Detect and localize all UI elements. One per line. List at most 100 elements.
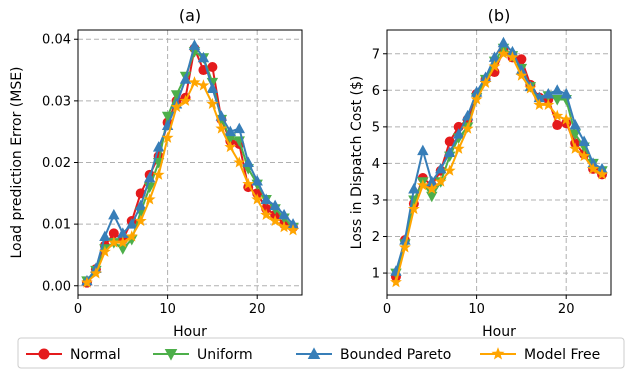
panel-b-point-model-free-8 [452, 142, 465, 154]
legend-marker-uniform [164, 349, 178, 361]
panel-b-point-normal-19 [552, 120, 563, 131]
panel-b-point-uniform-19 [551, 94, 563, 106]
panel-a-point-model-free-14 [197, 79, 210, 91]
panel-a-grid [77, 30, 302, 295]
panel-a-point-uniform-5 [117, 244, 129, 255]
panel-b-point-normal-7 [444, 136, 455, 147]
panel-a-xtick-label-1: 10 [159, 302, 176, 317]
panel-b-point-model-free-16 [524, 82, 537, 94]
panel-a-point-bounded-pareto-17 [224, 125, 237, 137]
panel-b-series-model-free [390, 47, 608, 288]
panel-a-point-model-free-6 [125, 230, 138, 242]
panel-a-point-model-free-18 [233, 156, 246, 168]
panel-a-ytick-label-4: 0.04 [42, 33, 71, 48]
panel-a-point-bounded-pareto-8 [143, 171, 156, 183]
panel-a-point-model-free-8 [143, 193, 156, 205]
panel-b-point-bounded-pareto-20 [560, 87, 572, 99]
panel-a-point-bounded-pareto-15 [206, 82, 219, 94]
panel-a-chart: 0 10 20 0.00 0.01 0.02 0.03 0.04 (a) Hour Load pre… [9, 6, 303, 340]
panel-a-point-bounded-pareto-22 [269, 199, 281, 211]
legend-marker-normal [38, 348, 50, 360]
panel-a-line-model-free [86, 81, 294, 284]
panel-a-point-bounded-pareto-3 [99, 230, 111, 241]
panel-b-point-model-free-1 [390, 275, 402, 288]
panel-a-xlabel: Hour [173, 324, 207, 340]
panel-a-point-bounded-pareto-12 [179, 73, 192, 84]
panel-a-ytick-label-3: 0.03 [42, 94, 71, 109]
panel-a-point-model-free-17 [224, 140, 237, 153]
panel-b-ylabel: Loss in Dispatch Cost ($) [349, 76, 365, 250]
legend-label-model-free: Model Free [524, 347, 600, 363]
panel-b-point-model-free-19 [551, 109, 564, 121]
panel-a-point-model-free-21 [260, 208, 273, 220]
panel-a-xtick-label-2: 20 [249, 302, 266, 317]
panel-b-point-bounded-pareto-12 [488, 51, 501, 62]
legend-entry-uniform: Uniform [153, 347, 253, 363]
panel-b-ytick-label-4: 5 [372, 120, 380, 135]
panel-b-ytick-label-2: 3 [372, 193, 380, 208]
panel-b-ytick-label-0: 1 [372, 267, 380, 282]
panel-a-ytick-label-1: 0.01 [42, 218, 71, 233]
panel-a-point-uniform-11 [170, 90, 183, 101]
panel-a-point-model-free-3 [98, 245, 111, 257]
panel-b-point-model-free-4 [416, 179, 429, 191]
panel-b-point-model-free-9 [461, 122, 474, 134]
panel-a-point-model-free-15 [206, 97, 219, 110]
panel-b-point-uniform-5 [426, 191, 438, 203]
panel-b-point-model-free-14 [506, 51, 519, 63]
legend-label-normal: Normal [70, 347, 121, 363]
panel-b-point-model-free-5 [425, 182, 438, 195]
panel-a-point-bounded-pareto-7 [135, 199, 147, 211]
panel-a-point-bounded-pareto-6 [126, 218, 138, 229]
panel-b-point-model-free-6 [434, 175, 447, 187]
panel-b-ytick-label-6: 7 [372, 47, 380, 62]
panel-a-ytick-label-2: 0.02 [42, 156, 71, 171]
panel-b-point-bounded-pareto-19 [551, 84, 563, 95]
panel-a-point-model-free-2 [89, 267, 102, 279]
panel-b-xtick-label-2: 20 [558, 302, 575, 317]
panel-b-point-model-free-21 [569, 142, 582, 154]
panel-b-point-model-free-7 [443, 164, 456, 176]
panel-b-series-uniform [390, 43, 608, 280]
panel-a-point-model-free-19 [242, 177, 255, 190]
panel-a-point-bounded-pareto-20 [251, 174, 263, 186]
panel-a-point-model-free-5 [116, 236, 129, 248]
panel-b-point-bounded-pareto-3 [408, 183, 420, 194]
panel-b-point-model-free-3 [407, 202, 420, 215]
legend-entry-model-free: Model Free [480, 347, 600, 363]
panel-b-xlabel: Hour [482, 324, 516, 340]
panel-a-point-model-free-11 [170, 100, 183, 113]
panel-a-ytick-label-0: 0.00 [42, 279, 71, 294]
panel-b-axes-frame [386, 29, 612, 296]
panel-b-point-model-free-18 [542, 98, 555, 110]
panel-b-point-model-free-20 [560, 113, 573, 125]
panel-b-ytick-label-1: 2 [372, 230, 380, 245]
panel-a-point-model-free-20 [251, 193, 264, 205]
panel-b-point-model-free-23 [587, 162, 600, 174]
panel-b-point-bounded-pareto-21 [569, 119, 581, 130]
panel-b-point-bounded-pareto-8 [452, 128, 465, 139]
panel-b-chart: 0 10 20 1 2 3 4 5 6 7 (b) Hour Loss in Dispatch Cost… [349, 6, 612, 340]
panel-a-point-model-free-7 [134, 214, 147, 227]
panel-a-ylabel: Load prediction Error (MSE) [9, 66, 25, 258]
panel-a-point-normal-15 [207, 61, 218, 72]
legend-label-bounded-pareto: Bounded Pareto [340, 347, 451, 363]
panel-b-series-bounded-pareto [390, 36, 608, 276]
panel-a-point-normal-4 [108, 228, 119, 239]
panel-a-point-bounded-pareto-23 [278, 208, 290, 220]
panel-b-point-model-free-10 [470, 93, 483, 105]
panel-a-point-bounded-pareto-19 [242, 156, 254, 167]
panel-b-ytick-label-3: 4 [372, 157, 380, 172]
legend-marker-model-free [491, 347, 505, 360]
panel-a-point-model-free-24 [287, 224, 299, 236]
panel-b-point-bounded-pareto-6 [435, 162, 447, 174]
panel-a-point-bounded-pareto-5 [117, 227, 129, 238]
panel-b-point-model-free-12 [488, 60, 501, 72]
panel-a-xtick-label-0: 0 [74, 302, 82, 317]
panel-a-point-bounded-pareto-24 [287, 218, 299, 229]
panel-a-point-bounded-pareto-21 [260, 193, 272, 204]
panel-a-point-model-free-13 [188, 76, 201, 88]
panel-a-title: (a) [179, 6, 201, 25]
panel-b-point-model-free-17 [533, 98, 546, 110]
